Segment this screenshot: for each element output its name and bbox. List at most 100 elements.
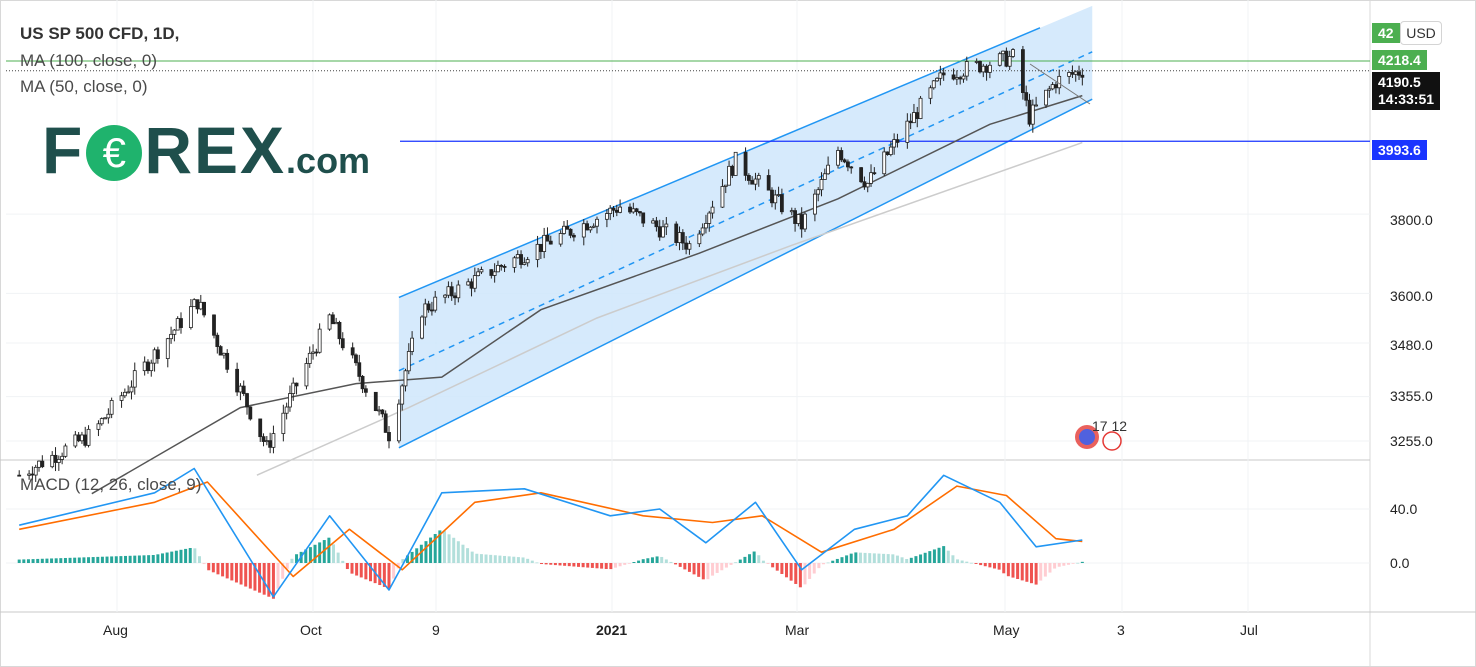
candle-body xyxy=(766,175,771,191)
candle-body xyxy=(951,74,956,80)
candle-body xyxy=(789,210,794,213)
candle xyxy=(380,409,385,418)
macd-histogram-bar xyxy=(803,563,807,585)
candle xyxy=(595,216,599,234)
candle xyxy=(215,332,220,354)
candle xyxy=(155,346,160,364)
candle-body xyxy=(710,206,715,214)
signal-line xyxy=(19,481,1083,578)
candle-body xyxy=(674,223,679,243)
macd-histogram-bar xyxy=(743,556,747,563)
candle-body xyxy=(548,240,553,245)
candle xyxy=(928,85,933,105)
candle-body xyxy=(581,223,586,238)
candle xyxy=(803,212,807,233)
candle-body xyxy=(1044,89,1048,106)
candle-body xyxy=(307,352,312,364)
candle xyxy=(198,294,203,311)
candle xyxy=(951,68,956,81)
macd-histogram-bar xyxy=(382,563,386,587)
candle xyxy=(218,345,223,356)
candle-body xyxy=(426,303,431,311)
macd-histogram-bar xyxy=(946,550,950,563)
candle-body xyxy=(86,428,91,446)
macd-histogram-bar xyxy=(262,563,266,595)
candle xyxy=(641,212,646,228)
macd-histogram-bar xyxy=(475,553,479,563)
candle xyxy=(373,391,378,412)
price-tick: 3600.0 xyxy=(1390,288,1433,304)
candle xyxy=(268,432,273,454)
candle-body xyxy=(892,139,897,148)
candle-body xyxy=(1027,99,1032,125)
candle-body xyxy=(888,146,893,155)
candle xyxy=(327,313,332,331)
macd-histogram-bar xyxy=(461,544,465,563)
macd-histogram-bar xyxy=(683,563,687,570)
candle xyxy=(165,337,170,368)
candle-body xyxy=(218,346,223,356)
candle xyxy=(822,168,827,180)
macd-histogram-bar xyxy=(798,563,802,588)
macd-histogram-bar xyxy=(512,556,516,563)
candle-body xyxy=(928,87,933,99)
candle-body xyxy=(179,318,183,328)
macd-histogram-bar xyxy=(498,555,502,563)
time-tick: 9 xyxy=(432,622,440,638)
macd-histogram-bar xyxy=(849,553,853,563)
candle xyxy=(33,464,38,482)
candle-body xyxy=(40,460,45,468)
macd-histogram-bar xyxy=(979,563,983,566)
candle-body xyxy=(542,234,547,252)
candle-body xyxy=(793,210,797,224)
macd-histogram-bar xyxy=(304,549,308,563)
candle xyxy=(743,147,748,181)
macd-histogram-bar xyxy=(396,563,400,569)
candle-body xyxy=(812,193,817,215)
economic-events-label[interactable]: 17 12 xyxy=(1092,418,1128,434)
candle xyxy=(403,368,408,392)
candle xyxy=(248,406,253,421)
candle xyxy=(496,260,500,273)
candle xyxy=(1034,96,1039,107)
candle-body xyxy=(839,150,844,161)
candle xyxy=(334,317,339,325)
candle xyxy=(1077,65,1081,80)
macd-histogram-bar xyxy=(137,555,141,563)
macd-histogram-bar xyxy=(983,563,987,567)
candle-body xyxy=(634,208,639,212)
macd-histogram-bar xyxy=(355,563,359,576)
macd-tick: 0.0 xyxy=(1390,555,1410,571)
macd-histogram-bar xyxy=(1011,563,1015,578)
macd-histogram-bar xyxy=(942,546,946,563)
candle-body xyxy=(430,309,434,312)
candle-body xyxy=(17,474,22,477)
macd-histogram-bar xyxy=(114,556,118,563)
candle-body xyxy=(126,391,131,394)
candle xyxy=(842,158,847,164)
macd-histogram-bar xyxy=(110,556,114,563)
candle-body xyxy=(819,179,824,191)
candle-body xyxy=(872,172,877,175)
macd-histogram-bar xyxy=(863,552,867,563)
candle-body xyxy=(288,393,292,408)
candle xyxy=(664,217,669,236)
candle xyxy=(978,60,982,74)
candle-body xyxy=(618,206,623,213)
currency-button[interactable]: USD xyxy=(1400,21,1442,45)
candle xyxy=(284,402,289,420)
macd-histogram-bar xyxy=(558,563,562,566)
candle xyxy=(423,298,428,326)
ma100-legend: MA (100, close, 0) xyxy=(20,51,158,70)
candle-body xyxy=(453,295,457,299)
candle xyxy=(354,353,358,366)
candle-body xyxy=(836,150,840,166)
macd-histogram-bar xyxy=(613,563,617,568)
macd-histogram-bar xyxy=(637,560,641,563)
candle-body xyxy=(268,440,273,448)
candle-body xyxy=(420,316,424,339)
macd-histogram-bar xyxy=(729,563,733,565)
macd-histogram-bar xyxy=(184,548,188,563)
candle-body xyxy=(723,184,728,187)
